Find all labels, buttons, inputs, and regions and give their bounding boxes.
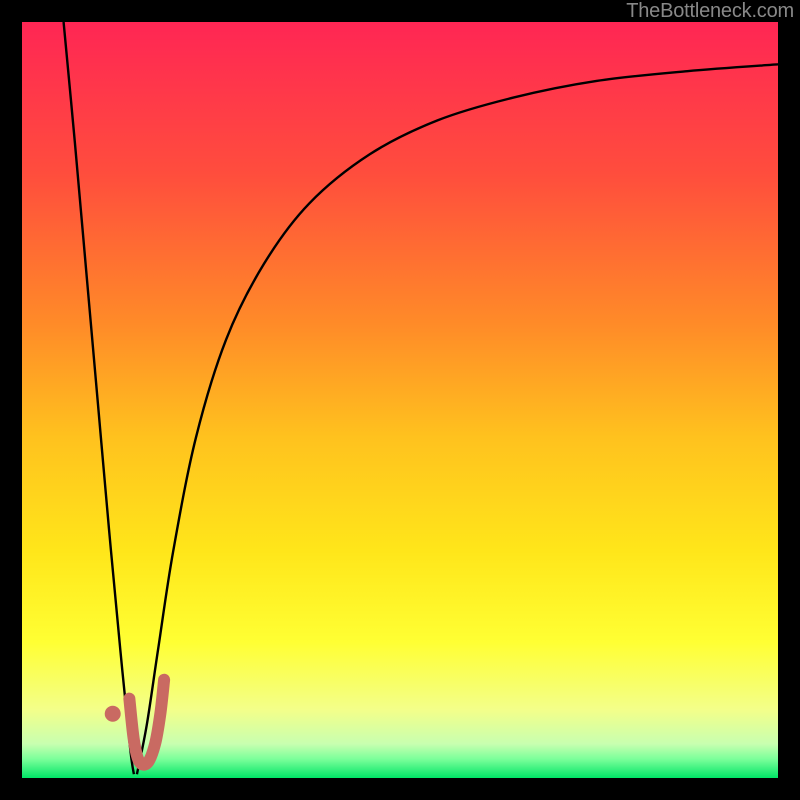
- bottleneck-chart: [0, 0, 800, 800]
- attribution-label: TheBottleneck.com: [626, 0, 794, 23]
- chart-container: TheBottleneck.com: [0, 0, 800, 800]
- glyph-dot: [105, 706, 121, 722]
- plot-background: [22, 22, 778, 778]
